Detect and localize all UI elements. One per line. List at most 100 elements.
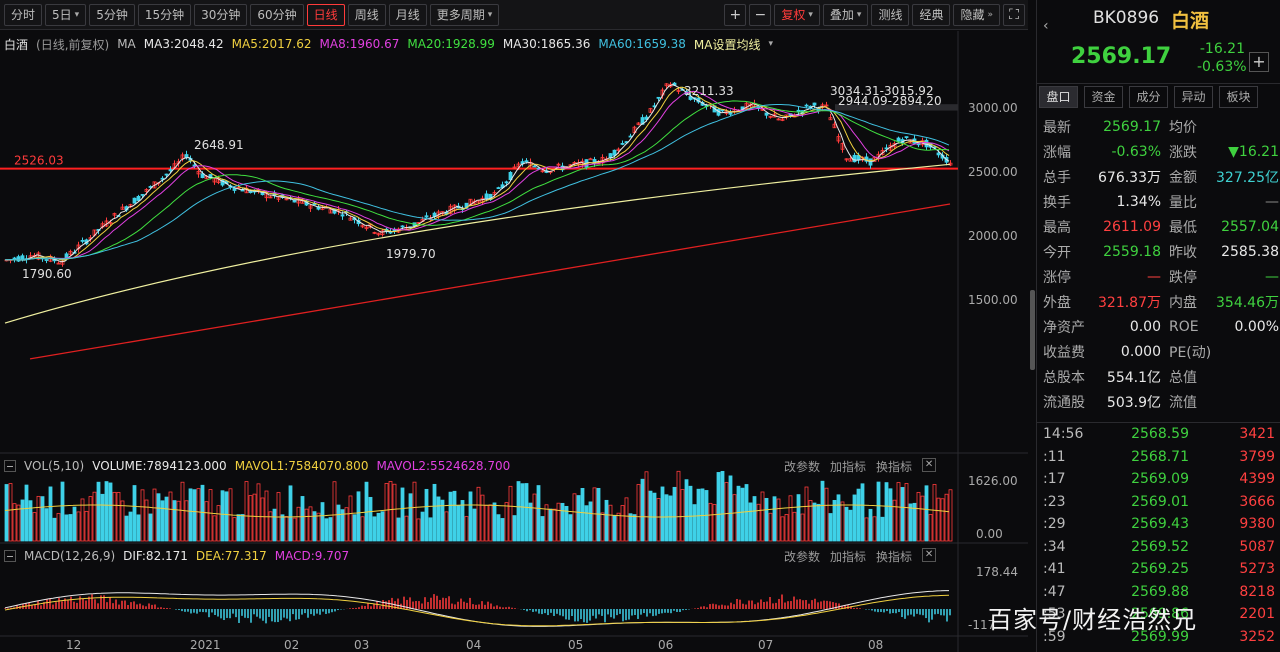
- candle-body: [512, 166, 517, 169]
- candle-body: [504, 181, 509, 184]
- candle-body: [664, 83, 669, 87]
- chart-area[interactable]: 3000.00 2500.00 2000.00 1500.00 2526.03 2648.…: [0, 31, 1028, 652]
- period-button-5day[interactable]: 5日 ▾: [45, 3, 87, 26]
- volume-bar: [468, 491, 473, 542]
- volume-bar: [800, 513, 805, 542]
- volume-bar: [168, 491, 173, 542]
- tab-movements[interactable]: 异动: [1174, 86, 1213, 108]
- candle-body: [812, 102, 817, 106]
- tab-components[interactable]: 成分: [1129, 86, 1168, 108]
- chevron-down-icon[interactable]: ▾: [768, 39, 773, 49]
- tab-sectors[interactable]: 板块: [1219, 86, 1258, 108]
- volume-bar: [140, 489, 145, 542]
- quote-stat-row: 涨幅 -0.63% 涨跌 ▼16.21: [1043, 139, 1279, 164]
- volume-bar: [580, 487, 585, 542]
- volume-bar: [340, 509, 345, 542]
- chevron-left-icon[interactable]: ‹: [1043, 18, 1049, 34]
- volume-edit-params-button[interactable]: 改参数: [784, 460, 821, 474]
- collapse-icon[interactable]: [4, 460, 16, 472]
- volume-bar: [256, 483, 261, 542]
- volume-bar: [844, 506, 849, 542]
- period-button-intraday[interactable]: 分时: [4, 3, 43, 26]
- tick-price: 2569.86: [1131, 606, 1189, 623]
- stat-value: 321.87万: [1098, 294, 1161, 311]
- overlay-button[interactable]: 叠加 ▾: [822, 3, 869, 26]
- period-button-daily[interactable]: 日线: [306, 3, 345, 26]
- volume-bar: [376, 512, 381, 542]
- tick-time: 14:56: [1043, 426, 1084, 443]
- period-button-more[interactable]: 更多周期 ▾: [429, 3, 500, 26]
- candle-body: [372, 231, 377, 234]
- tab-fund[interactable]: 资金: [1084, 86, 1123, 108]
- period-button-5min[interactable]: 5分钟: [89, 3, 135, 26]
- volume-bar: [488, 504, 493, 542]
- adjust-button[interactable]: 复权 ▾: [774, 3, 820, 26]
- quote-tabs: 盘口 资金 成分 异动 板块: [1039, 86, 1258, 108]
- tick-volume: 3421: [1239, 426, 1275, 443]
- candle-body: [164, 173, 169, 176]
- panel-splitter[interactable]: [1030, 290, 1035, 370]
- zoom-out-button[interactable]: −: [749, 3, 772, 26]
- candle-body: [16, 256, 21, 262]
- volume-bar: [856, 488, 861, 542]
- candle-body: [36, 252, 41, 260]
- last-price: 2569.17: [1071, 44, 1172, 69]
- volume-bar: [628, 513, 633, 542]
- volume-bar: [948, 489, 953, 542]
- volume-bar: [336, 504, 341, 542]
- volume-bar: [528, 502, 533, 542]
- candle-body: [880, 149, 885, 155]
- quote-stat-row: 涨停 — 跌停 —: [1043, 264, 1279, 289]
- volume-bar: [136, 514, 141, 542]
- tick-list[interactable]: 14:56 2568.59 3421:11 2568.71 3799:17 2569.09…: [1037, 422, 1280, 648]
- period-button-30min[interactable]: 30分钟: [194, 3, 248, 26]
- add-watchlist-button[interactable]: +: [1249, 52, 1269, 72]
- hide-button[interactable]: 隐藏»: [953, 3, 1000, 26]
- fullscreen-icon[interactable]: ⛶: [1003, 3, 1025, 26]
- tick-volume: 5087: [1239, 538, 1275, 555]
- volume-add-indicator-button[interactable]: 加指标: [830, 460, 867, 474]
- tick-row: :11 2568.71 3799: [1037, 446, 1280, 469]
- candle-body: [844, 158, 849, 161]
- volume-bar: [892, 499, 897, 542]
- stat-label: 内盘: [1169, 294, 1197, 311]
- volume-bar: [668, 495, 673, 542]
- tick-price: 2569.99: [1131, 628, 1189, 645]
- ma3-value: MA3:2048.42: [143, 37, 224, 51]
- volume-switch-indicator-button[interactable]: 换指标: [876, 460, 913, 474]
- candle-body: [292, 199, 297, 203]
- classic-button[interactable]: 经典: [912, 3, 951, 26]
- volume-bar: [432, 483, 437, 542]
- close-icon[interactable]: ✕: [922, 458, 937, 472]
- candle-body: [588, 158, 593, 161]
- volume-bar: [424, 488, 429, 542]
- macd-add-indicator-button[interactable]: 加指标: [830, 550, 867, 564]
- tick-row: :29 2569.43 9380: [1037, 513, 1280, 536]
- collapse-icon[interactable]: [4, 550, 16, 562]
- volume-bar: [908, 503, 913, 542]
- period-button-60min[interactable]: 60分钟: [250, 3, 304, 26]
- period-button-monthly[interactable]: 月线: [388, 3, 427, 26]
- kline-chart[interactable]: 3000.00 2500.00 2000.00 1500.00 2526.03 2648.…: [0, 31, 1028, 652]
- candle-body: [508, 171, 513, 181]
- macd-value: MACD:9.707: [274, 549, 350, 563]
- quote-stat-row: 最新 2569.17 均价: [1043, 114, 1279, 139]
- volume-bar: [836, 494, 841, 542]
- volume-bar: [796, 494, 801, 542]
- zoom-in-button[interactable]: +: [724, 3, 747, 26]
- volume-bar: [852, 494, 857, 542]
- x-tick-label: 02: [284, 638, 299, 652]
- tab-orderbook[interactable]: 盘口: [1039, 86, 1078, 108]
- volume-bar: [144, 499, 149, 542]
- tick-time: :47: [1043, 583, 1066, 600]
- macd-edit-params-button[interactable]: 改参数: [784, 550, 821, 564]
- close-icon[interactable]: ✕: [922, 548, 937, 562]
- macd-switch-indicator-button[interactable]: 换指标: [876, 550, 913, 564]
- chevron-down-icon: ▾: [74, 9, 80, 20]
- ma-settings-link[interactable]: MA设置均线: [693, 37, 761, 52]
- candle-body: [144, 188, 149, 192]
- period-button-weekly[interactable]: 周线: [347, 3, 386, 26]
- draw-line-button[interactable]: 测线: [871, 3, 910, 26]
- quote-stat-row: 今开 2559.18 昨收 2585.38: [1043, 239, 1279, 264]
- period-button-15min[interactable]: 15分钟: [137, 3, 192, 26]
